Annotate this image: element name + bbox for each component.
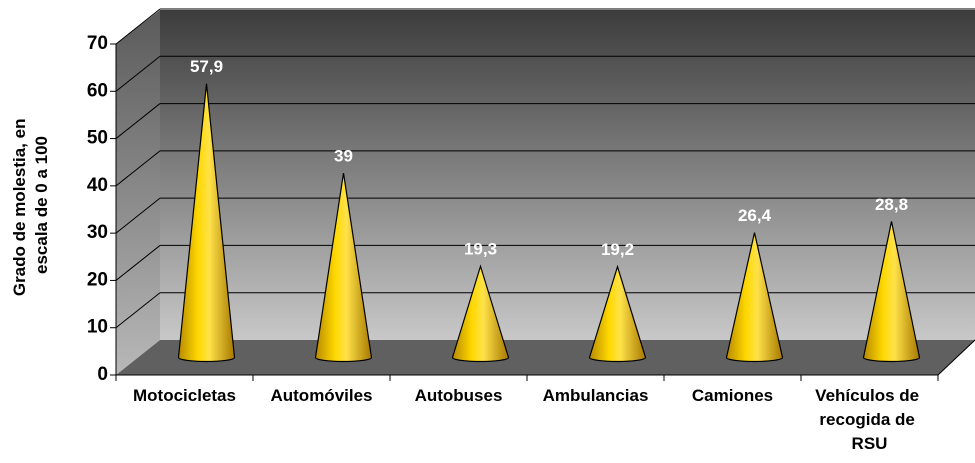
y-tick-label: 10 bbox=[87, 317, 108, 338]
value-label: 57,9 bbox=[190, 57, 223, 76]
grid-line bbox=[115, 245, 161, 281]
side-wall bbox=[116, 10, 160, 375]
cone bbox=[314, 172, 373, 363]
cone bbox=[451, 264, 510, 363]
grid-line bbox=[115, 55, 161, 92]
value-label: 28,8 bbox=[875, 195, 908, 214]
cone bbox=[177, 83, 236, 363]
back-wall bbox=[160, 10, 975, 340]
y-tick-label: 20 bbox=[87, 269, 108, 290]
x-tick-label: Autobuses bbox=[415, 386, 503, 405]
grid-line bbox=[115, 103, 161, 139]
x-tick-label: Ambulancias bbox=[543, 386, 649, 405]
y-tick-label: 60 bbox=[87, 80, 108, 101]
cone bbox=[862, 221, 921, 363]
grid-line bbox=[115, 197, 161, 234]
value-label: 19,2 bbox=[601, 240, 634, 259]
y-tick-label: 70 bbox=[87, 33, 108, 54]
floor-edge bbox=[937, 339, 975, 376]
cone bbox=[725, 232, 784, 363]
x-tick-label: Vehículos de recogida de RSU bbox=[815, 386, 924, 453]
x-tick-label: Automóviles bbox=[270, 386, 372, 405]
x-tick-label: Motocicletas bbox=[133, 386, 236, 405]
y-axis-title: Grado de molestia, en escala de 0 a 100 bbox=[10, 114, 51, 296]
y-tick-label: 40 bbox=[87, 175, 108, 196]
y-tick-label: 0 bbox=[97, 364, 108, 385]
value-label: 26,4 bbox=[738, 206, 772, 225]
x-tick-label: Camiones bbox=[692, 386, 773, 405]
y-tick-label: 30 bbox=[87, 222, 108, 243]
grid-line bbox=[115, 150, 161, 187]
cone bbox=[588, 264, 647, 363]
value-label: 19,3 bbox=[464, 240, 497, 259]
grid-line bbox=[115, 292, 161, 329]
y-tick-label: 50 bbox=[87, 128, 108, 149]
value-label: 39 bbox=[334, 147, 353, 166]
grid-line bbox=[115, 8, 161, 45]
floor bbox=[116, 340, 975, 375]
